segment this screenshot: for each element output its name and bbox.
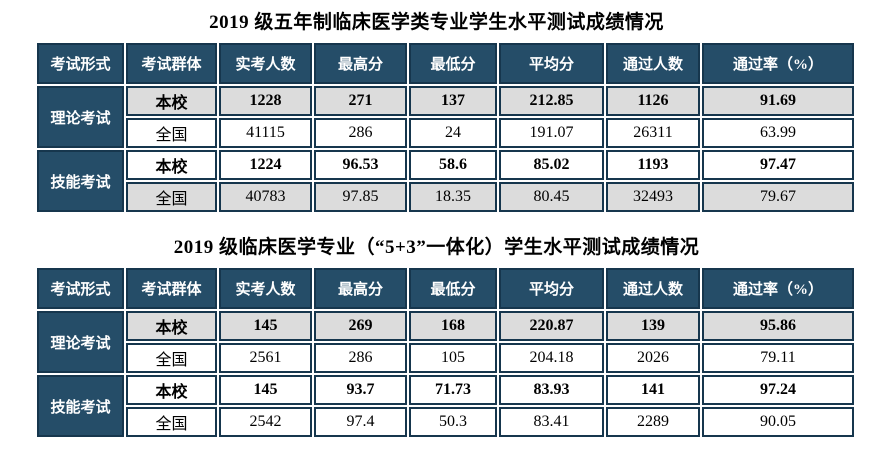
document-page: 2019 级五年制临床医学类专业学生水平测试成绩情况 考试形式 考试群体 实考人数 最高… xyxy=(35,10,873,439)
column-header: 通过人数 xyxy=(606,43,700,84)
value-cell: 286 xyxy=(314,118,407,148)
value-cell: 79.67 xyxy=(702,182,854,212)
value-cell: 191.07 xyxy=(499,118,604,148)
value-cell: 1193 xyxy=(606,150,700,180)
value-cell: 41115 xyxy=(219,118,312,148)
value-cell: 212.85 xyxy=(499,86,604,116)
value-cell: 145 xyxy=(219,375,312,405)
table-row: 技能考试 本校 1224 96.53 58.6 85.02 1193 97.47 xyxy=(37,150,854,212)
value-cell: 286 xyxy=(314,343,407,373)
column-header: 平均分 xyxy=(499,268,604,309)
value-cell: 91.69 xyxy=(702,86,854,116)
value-cell: 71.73 xyxy=(409,375,497,405)
exam-form-cell: 技能考试 xyxy=(37,375,124,437)
value-cell: 18.35 xyxy=(409,182,497,212)
column-header: 考试群体 xyxy=(126,268,217,309)
cohort-cell: 本校 xyxy=(126,311,217,341)
value-cell: 40783 xyxy=(219,182,312,212)
table-row: 技能考试 本校 145 93.7 71.73 83.93 141 97.24 xyxy=(37,375,854,437)
value-cell: 271 xyxy=(314,86,407,116)
value-cell: 204.18 xyxy=(499,343,604,373)
value-cell: 83.41 xyxy=(499,407,604,437)
table-row: 全国 40783 97.85 18.35 80.45 32493 79.67 xyxy=(37,182,854,212)
table-row: 全国 2542 97.4 50.3 83.41 2289 90.05 xyxy=(37,407,854,437)
exam-form-cell: 理论考试 xyxy=(37,311,124,373)
value-cell: 97.24 xyxy=(702,375,854,405)
cohort-cell: 本校 xyxy=(126,86,217,116)
value-cell: 1224 xyxy=(219,150,312,180)
value-cell: 97.85 xyxy=(314,182,407,212)
exam-form-cell: 理论考试 xyxy=(37,86,124,148)
value-cell: 2026 xyxy=(606,343,700,373)
value-cell: 80.45 xyxy=(499,182,604,212)
header-row: 考试形式 考试群体 实考人数 最高分 最低分 平均分 通过人数 通过率（%） xyxy=(37,43,854,84)
table-title: 2019 级五年制临床医学类专业学生水平测试成绩情况 xyxy=(209,12,664,33)
value-cell: 139 xyxy=(606,311,700,341)
column-header: 通过率（%） xyxy=(702,268,854,309)
value-cell: 85.02 xyxy=(499,150,604,180)
cohort-cell: 全国 xyxy=(126,182,217,212)
value-cell: 26311 xyxy=(606,118,700,148)
value-cell: 2561 xyxy=(219,343,312,373)
value-cell: 141 xyxy=(606,375,700,405)
value-cell: 269 xyxy=(314,311,407,341)
value-cell: 63.99 xyxy=(702,118,854,148)
column-header: 最高分 xyxy=(314,268,407,309)
value-cell: 145 xyxy=(219,311,312,341)
table-row: 全国 41115 286 24 191.07 26311 63.99 xyxy=(37,118,854,148)
value-cell: 2542 xyxy=(219,407,312,437)
column-header: 考试形式 xyxy=(37,43,124,84)
column-header: 最低分 xyxy=(409,268,497,309)
cohort-cell: 本校 xyxy=(126,375,217,405)
header-row: 考试形式 考试群体 实考人数 最高分 最低分 平均分 通过人数 通过率（%） xyxy=(37,268,854,309)
value-cell: 1228 xyxy=(219,86,312,116)
tables-root: 2019 级五年制临床医学类专业学生水平测试成绩情况 考试形式 考试群体 实考人数 最高… xyxy=(35,10,873,439)
column-header: 实考人数 xyxy=(219,268,312,309)
table-row: 理论考试 本校 145 269 168 220.87 139 95.86 xyxy=(37,311,854,373)
value-cell: 95.86 xyxy=(702,311,854,341)
column-header: 考试群体 xyxy=(126,43,217,84)
value-cell: 220.87 xyxy=(499,311,604,341)
table-row: 全国 2561 286 105 204.18 2026 79.11 xyxy=(37,343,854,373)
column-header: 最低分 xyxy=(409,43,497,84)
column-header: 通过人数 xyxy=(606,268,700,309)
table-title: 2019 级临床医学专业（“5+3”一体化）学生水平测试成绩情况 xyxy=(173,237,700,258)
table-row: 理论考试 本校 1228 271 137 212.85 1126 91.69 xyxy=(37,86,854,148)
column-header: 最高分 xyxy=(314,43,407,84)
score-table: 考试形式 考试群体 实考人数 最高分 最低分 平均分 通过人数 通过率（%） 理论考试 本校 122… xyxy=(35,41,856,214)
value-cell: 96.53 xyxy=(314,150,407,180)
value-cell: 137 xyxy=(409,86,497,116)
cohort-cell: 本校 xyxy=(126,150,217,180)
value-cell: 2289 xyxy=(606,407,700,437)
exam-form-cell: 技能考试 xyxy=(37,150,124,212)
value-cell: 97.4 xyxy=(314,407,407,437)
value-cell: 83.93 xyxy=(499,375,604,405)
value-cell: 32493 xyxy=(606,182,700,212)
value-cell: 97.47 xyxy=(702,150,854,180)
value-cell: 168 xyxy=(409,311,497,341)
cohort-cell: 全国 xyxy=(126,407,217,437)
column-header: 平均分 xyxy=(499,43,604,84)
value-cell: 24 xyxy=(409,118,497,148)
score-table-section: 2019 级五年制临床医学类专业学生水平测试成绩情况考试形式 考试群体 实考人数 最高… xyxy=(35,10,873,214)
score-table-section: 2019 级临床医学专业（“5+3”一体化）学生水平测试成绩情况考试形式 考试群体… xyxy=(35,235,873,439)
column-header: 实考人数 xyxy=(219,43,312,84)
value-cell: 1126 xyxy=(606,86,700,116)
column-header: 通过率（%） xyxy=(702,43,854,84)
score-table: 考试形式 考试群体 实考人数 最高分 最低分 平均分 通过人数 通过率（%） 理论考试 本校 145… xyxy=(35,266,856,439)
value-cell: 105 xyxy=(409,343,497,373)
column-header: 考试形式 xyxy=(37,268,124,309)
value-cell: 79.11 xyxy=(702,343,854,373)
value-cell: 90.05 xyxy=(702,407,854,437)
value-cell: 93.7 xyxy=(314,375,407,405)
cohort-cell: 全国 xyxy=(126,118,217,148)
value-cell: 50.3 xyxy=(409,407,497,437)
value-cell: 58.6 xyxy=(409,150,497,180)
cohort-cell: 全国 xyxy=(126,343,217,373)
